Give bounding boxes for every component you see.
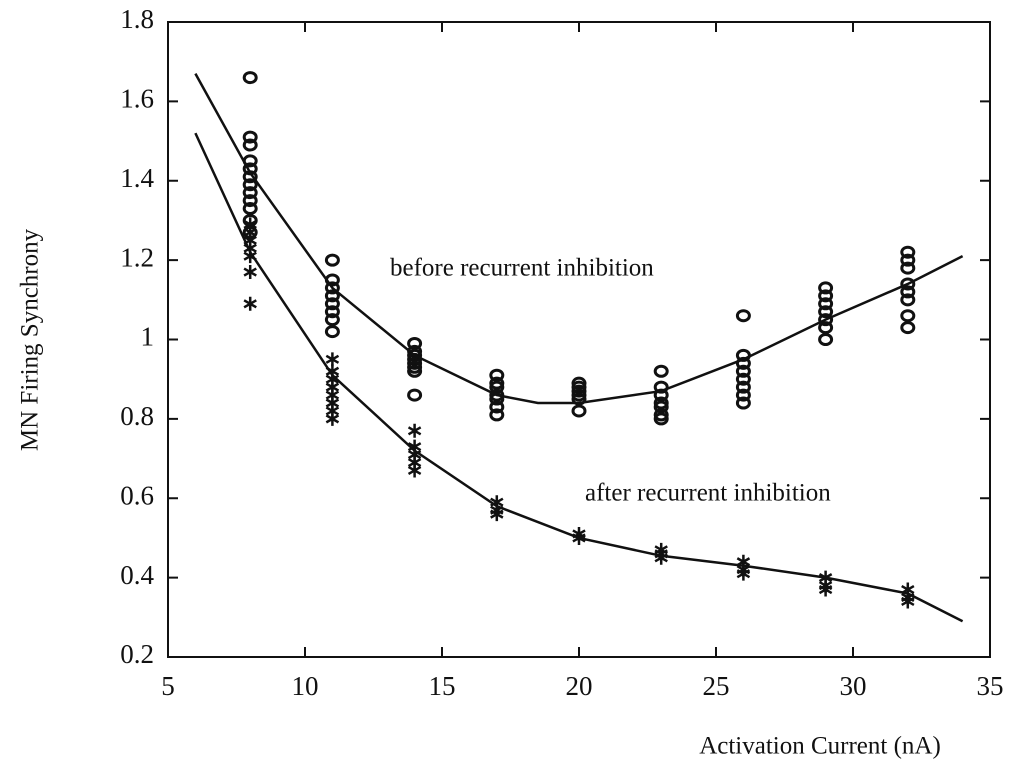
x-axis-label: Activation Current (nA)	[699, 733, 941, 760]
circle-point	[735, 372, 751, 386]
y-tick-label: 1.6	[120, 84, 154, 114]
asterisk-point	[325, 411, 340, 426]
circle-point	[900, 293, 916, 307]
circle-point	[571, 376, 587, 390]
annotation: before recurrent inhibition	[390, 255, 654, 282]
circle-point	[818, 289, 834, 303]
circle-point	[900, 277, 916, 291]
asterisk-point	[325, 352, 340, 367]
y-tick-label: 1.2	[120, 242, 154, 272]
circle-point	[900, 285, 916, 299]
circle-point	[818, 321, 834, 335]
circle-point	[900, 245, 916, 259]
circle-point	[489, 400, 505, 414]
circle-point	[900, 261, 916, 275]
x-tick-label: 30	[840, 671, 867, 701]
circle-point	[900, 321, 916, 335]
circle-point	[489, 380, 505, 394]
circle-point	[900, 253, 916, 267]
x-tick-label: 5	[161, 671, 175, 701]
asterisk-point	[901, 594, 915, 609]
asterisk-point	[818, 582, 833, 597]
y-tick-label: 0.6	[120, 480, 154, 510]
circle-point	[407, 364, 423, 378]
asterisk-point	[736, 566, 751, 581]
circle-point	[818, 297, 834, 311]
circle-point	[900, 309, 916, 323]
circle-point	[735, 364, 751, 378]
circle-point	[653, 412, 669, 426]
circle-point	[571, 380, 587, 394]
circle-point	[324, 305, 340, 319]
circle-point	[818, 313, 834, 327]
circle-point	[818, 333, 834, 346]
x-tick-label: 15	[429, 671, 456, 701]
y-tick-label: 1.8	[120, 4, 154, 34]
y-tick-label: 0.2	[120, 639, 154, 669]
circle-point	[242, 130, 258, 144]
fit-curve	[194, 132, 964, 623]
circle-point	[571, 388, 587, 402]
annotation: after recurrent inhibition	[585, 480, 831, 507]
y-tick-label: 1.4	[120, 163, 154, 193]
circle-point	[407, 336, 423, 350]
circle-point	[324, 325, 340, 339]
circle-point	[571, 384, 587, 398]
circle-point	[242, 186, 258, 200]
asterisk-point	[407, 463, 422, 478]
y-tick-label: 1	[141, 322, 155, 352]
circle-point	[242, 138, 258, 152]
circle-point	[571, 404, 587, 418]
circle-point	[242, 71, 258, 85]
circle-point	[735, 388, 751, 402]
circle-point	[407, 360, 423, 374]
plot-frame	[167, 21, 991, 658]
circle-point	[324, 281, 340, 295]
circle-point	[818, 281, 834, 295]
circle-point	[407, 356, 423, 370]
circle-point	[324, 289, 340, 303]
circle-point	[242, 202, 258, 216]
circle-point	[735, 396, 751, 410]
x-tick-label: 20	[566, 671, 593, 701]
asterisk-point	[243, 265, 257, 280]
circle-point	[489, 368, 505, 382]
circle-point	[653, 408, 669, 422]
fit-curve	[194, 72, 964, 405]
circle-point	[653, 396, 669, 410]
circle-point	[324, 313, 340, 327]
asterisk-point	[243, 296, 257, 311]
circle-point	[324, 297, 340, 311]
asterisk-point	[490, 507, 504, 522]
circle-point	[735, 309, 751, 323]
circle-point	[653, 364, 669, 378]
circle-point	[407, 348, 423, 362]
circle-point	[653, 400, 669, 414]
circle-point	[242, 194, 258, 208]
x-tick-label: 25	[703, 671, 730, 701]
x-tick-label: 10	[292, 671, 319, 701]
circle-point	[407, 388, 423, 402]
circle-point	[489, 408, 505, 422]
y-tick-label: 0.4	[120, 560, 154, 590]
y-axis-label: MN Firing Synchrony	[17, 228, 44, 451]
circle-point	[735, 380, 751, 394]
asterisk-point	[407, 423, 422, 438]
y-tick-label: 0.8	[120, 401, 154, 431]
circle-point	[242, 178, 258, 192]
circle-point	[324, 253, 340, 267]
x-tick-label: 35	[977, 671, 1004, 701]
circle-point	[489, 376, 505, 390]
circle-point	[818, 305, 834, 319]
